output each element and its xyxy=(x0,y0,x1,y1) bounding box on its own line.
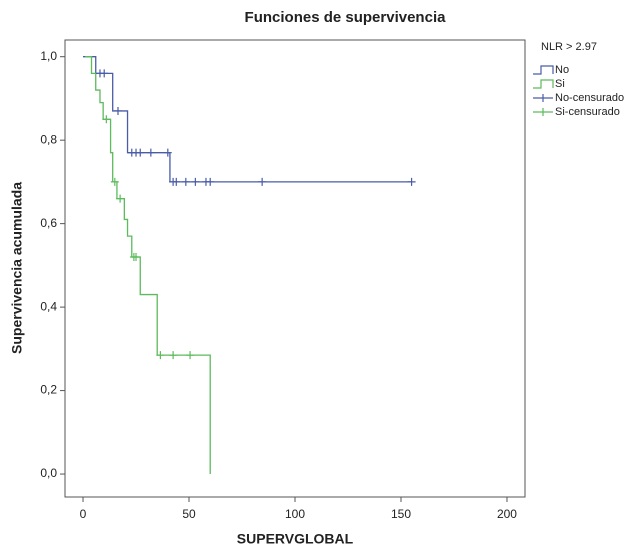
censor-mark xyxy=(163,148,172,157)
chart-title: Funciones de supervivencia xyxy=(245,9,447,26)
x-tick-label: 200 xyxy=(497,507,517,521)
x-tick-label: 100 xyxy=(285,507,305,521)
legend-symbol xyxy=(533,94,553,102)
censor-mark xyxy=(132,253,141,262)
censor-mark xyxy=(113,106,122,115)
y-tick-label: 0,6 xyxy=(40,216,57,230)
censor-mark xyxy=(407,177,416,186)
censor-mark xyxy=(100,69,109,78)
censor-mark xyxy=(191,177,200,186)
legend-symbol xyxy=(533,79,554,89)
legend-symbol xyxy=(533,108,553,116)
y-tick-label: 0,2 xyxy=(40,383,57,397)
legend-label: Si-censurado xyxy=(555,106,620,118)
plot-layer: 0,0 0,2 0,4 0,6 0,8 1,0 0 50 100 150 200 xyxy=(40,49,517,521)
legend-label: No-censurado xyxy=(555,92,624,104)
y-tick-label: 0,8 xyxy=(40,132,57,146)
censor-mark xyxy=(116,194,125,203)
plot-frame xyxy=(64,39,526,498)
y-axis-label: Supervivencia acumulada xyxy=(9,182,25,354)
censor-mark xyxy=(169,351,178,360)
censor-mark xyxy=(258,177,267,186)
legend-symbol xyxy=(533,65,554,75)
y-tick-label: 0,0 xyxy=(40,466,57,480)
legend-title: NLR > 2.97 xyxy=(541,41,597,53)
legend-label: No xyxy=(555,64,569,76)
censor-mark xyxy=(206,177,215,186)
censor-mark xyxy=(172,177,181,186)
y-tick-label: 1,0 xyxy=(40,49,57,63)
censor-mark xyxy=(156,351,165,360)
legend-label: Si xyxy=(555,78,565,90)
x-tick-label: 0 xyxy=(80,507,87,521)
censor-mark xyxy=(146,148,155,157)
censor-mark xyxy=(110,177,119,186)
censor-mark xyxy=(186,351,195,360)
censor-mark xyxy=(102,115,111,124)
x-axis-label: SUPERVGLOBAL xyxy=(237,531,354,547)
y-tick-label: 0,4 xyxy=(40,299,57,313)
censor-mark xyxy=(181,177,190,186)
x-tick-label: 50 xyxy=(182,507,196,521)
censor-mark xyxy=(136,148,145,157)
x-tick-label: 150 xyxy=(391,507,411,521)
